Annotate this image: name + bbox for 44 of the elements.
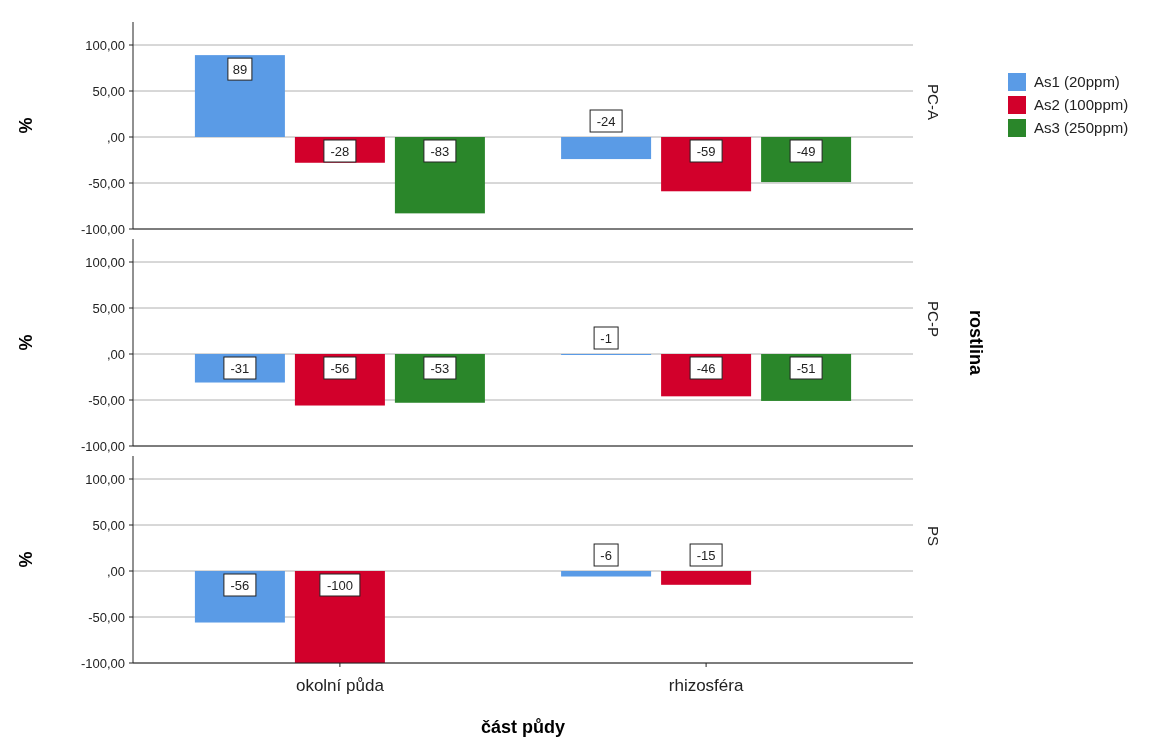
y-tick-label: -50,00 — [88, 392, 125, 408]
y-tick-label: ,00 — [106, 346, 125, 362]
y2-axis-title: PS — [925, 525, 942, 547]
data-label: 89 — [232, 61, 248, 77]
y-axis-title: % — [16, 117, 36, 134]
y-tick-label: 50,00 — [92, 83, 125, 99]
y-tick-label: -100,00 — [80, 655, 125, 671]
y-tick-label: 50,00 — [92, 300, 125, 316]
y2-axis-title: PC-P — [925, 301, 942, 337]
data-label: -51 — [796, 360, 816, 376]
x-tick-label: rhizosféra — [668, 676, 744, 695]
y-tick-label: -50,00 — [88, 609, 125, 625]
data-label: -6 — [600, 547, 612, 563]
data-label: -24 — [596, 113, 616, 129]
text: rostlina — [966, 309, 986, 376]
data-label: -56 — [230, 577, 250, 593]
x-tick-label: okolní půda — [295, 676, 385, 695]
data-label: -56 — [330, 360, 350, 376]
data-label: -59 — [696, 143, 716, 159]
y-tick-label: -100,00 — [80, 438, 125, 454]
y2-axis-title: PC-A — [925, 84, 942, 120]
legend-label: As3 (250ppm) — [1034, 119, 1129, 137]
y-tick-label: -50,00 — [88, 175, 125, 191]
y-tick-label: 100,00 — [85, 37, 125, 53]
data-label: -15 — [696, 547, 716, 563]
y-tick-label: 100,00 — [85, 471, 125, 487]
data-label: -1 — [600, 330, 612, 346]
legend-label: As1 (20ppm) — [1034, 73, 1120, 91]
y-tick-label: ,00 — [106, 563, 125, 579]
x-axis-title: část půdy — [480, 717, 566, 737]
data-label: -83 — [430, 143, 450, 159]
data-label: -31 — [230, 360, 250, 376]
y-axis-title: % — [16, 551, 36, 568]
y-tick-label: ,00 — [106, 129, 125, 145]
y-tick-label: 50,00 — [92, 517, 125, 533]
data-label: -28 — [330, 143, 350, 159]
y-tick-label: -100,00 — [80, 221, 125, 237]
y-tick-label: 100,00 — [85, 254, 125, 270]
legend-label: As2 (100ppm) — [1034, 96, 1129, 114]
data-label: -46 — [696, 360, 716, 376]
y-axis-title: % — [16, 334, 36, 351]
data-label: -100 — [326, 577, 353, 593]
data-label: -49 — [796, 143, 816, 159]
data-label: -53 — [430, 360, 450, 376]
